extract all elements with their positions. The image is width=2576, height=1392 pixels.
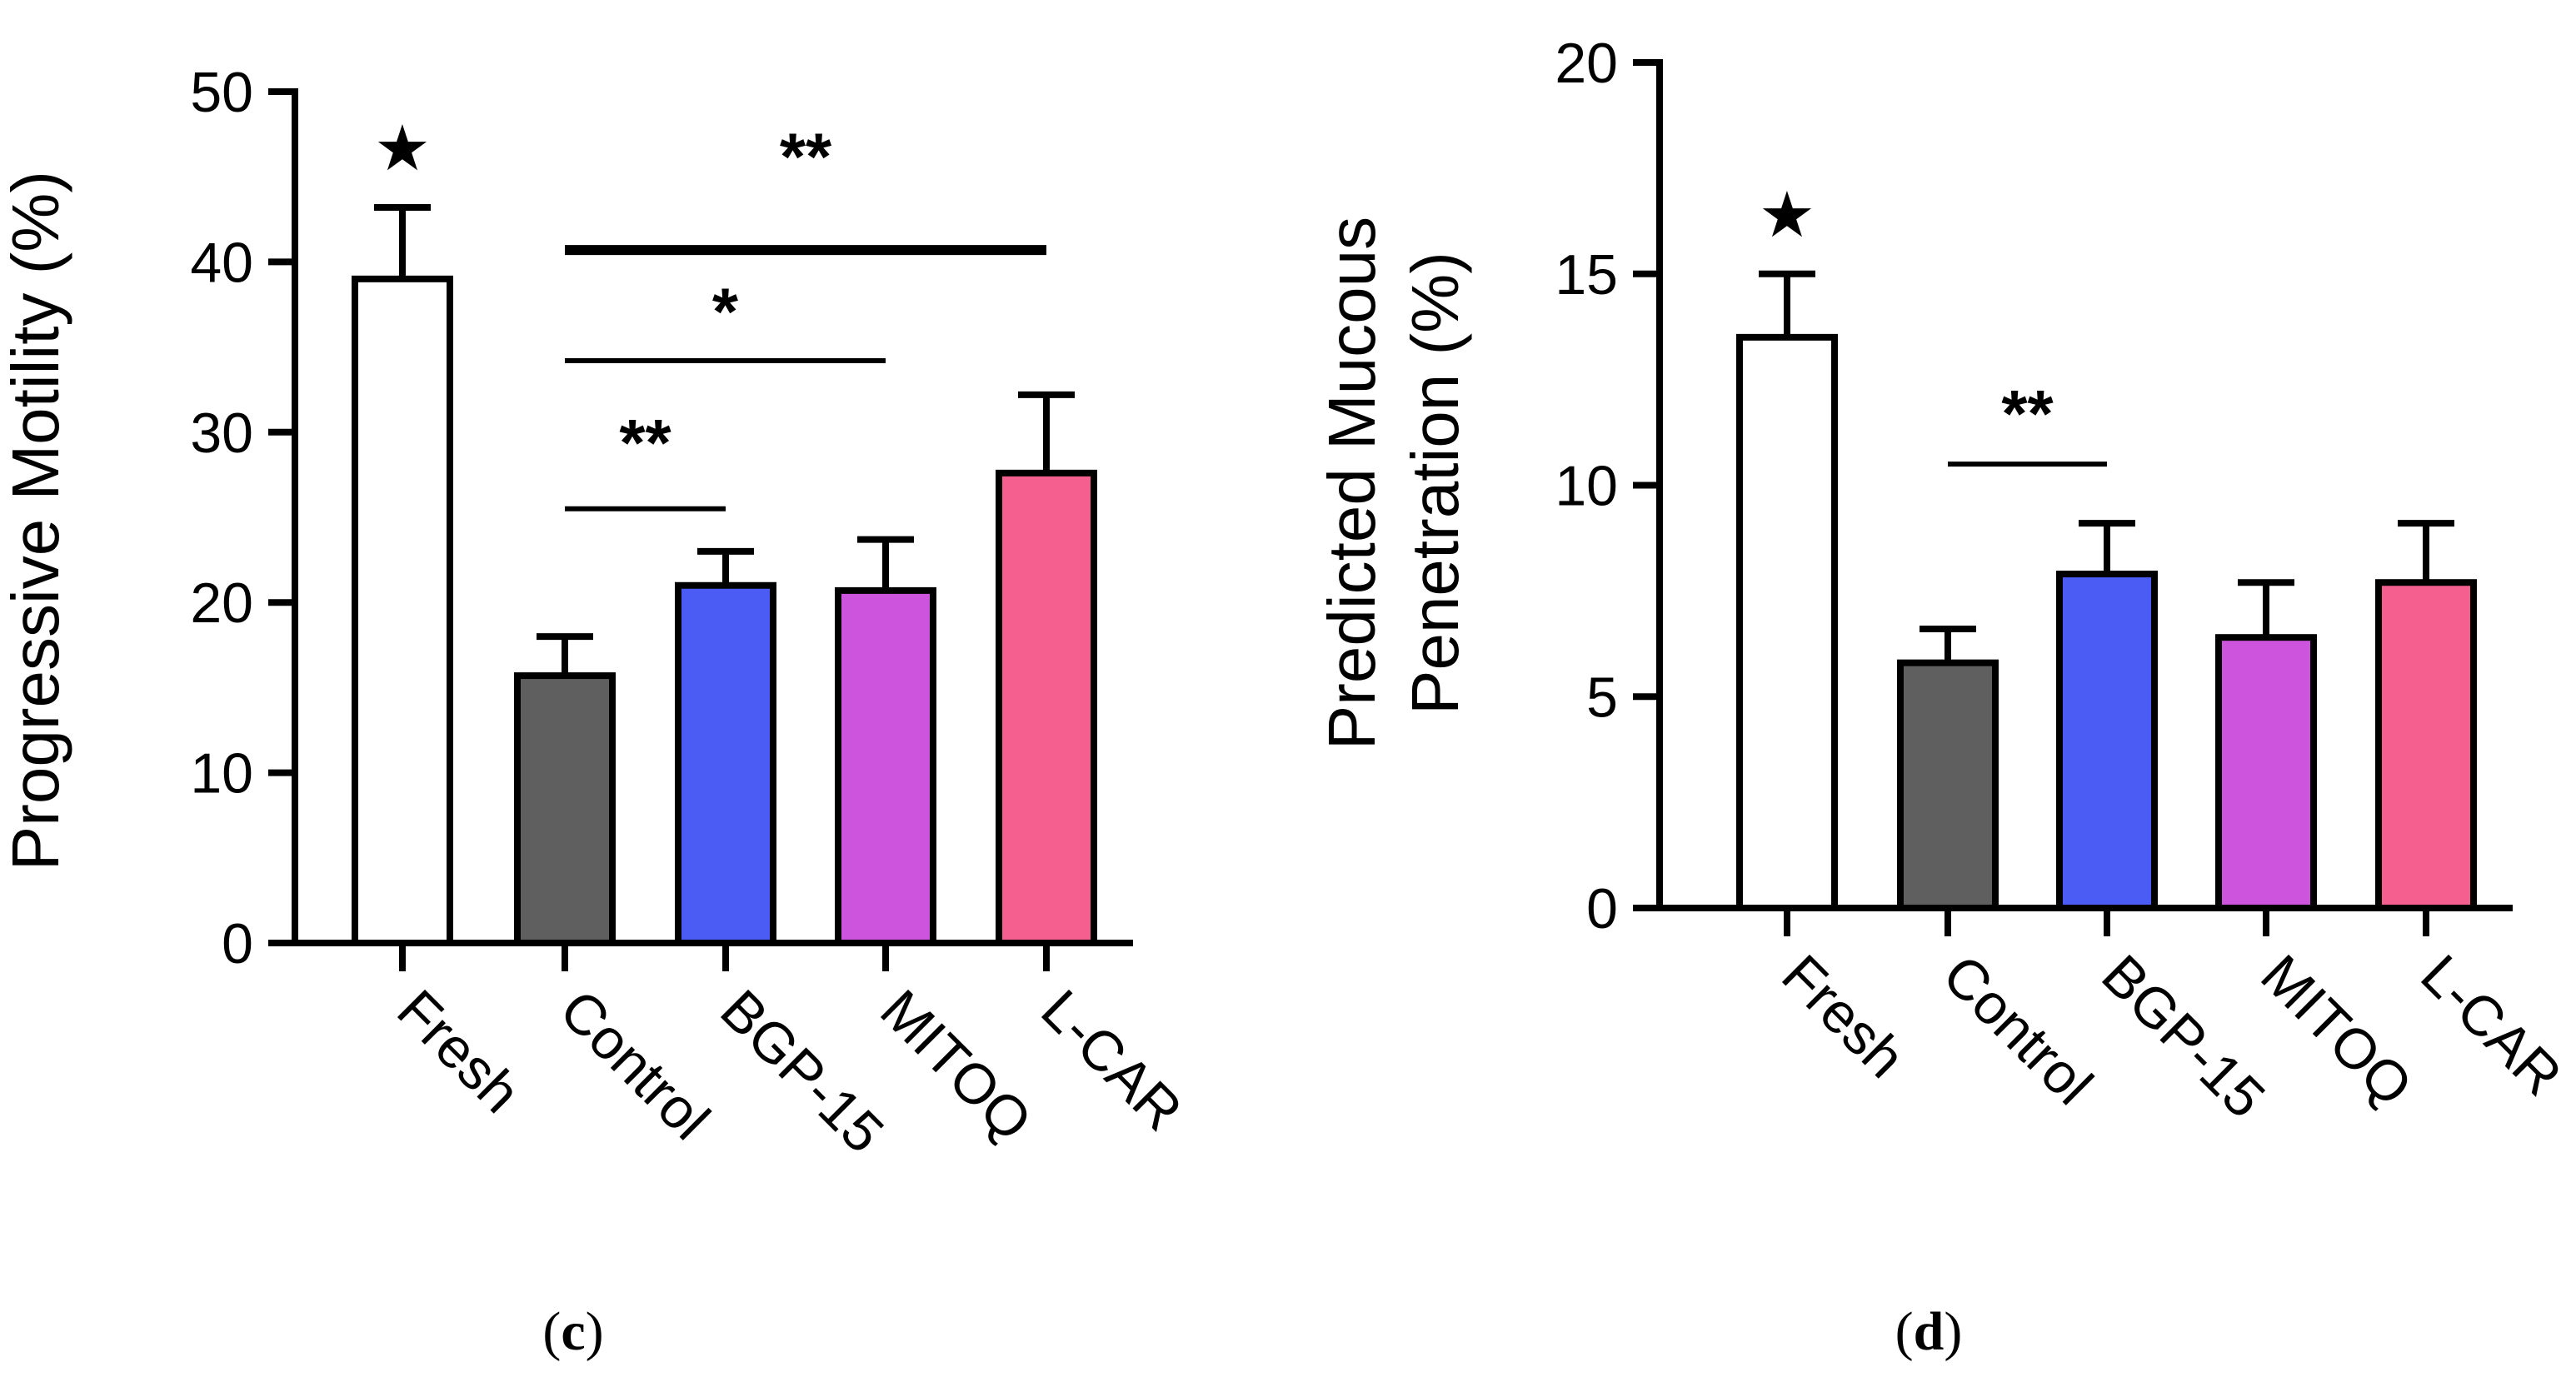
panel-d-y-tick-label: 10 [1555,455,1618,518]
panel-d-bar-control [1897,659,1999,912]
panel-c-significance-label: ** [619,406,671,480]
panel-d-label: (d) [1895,1301,1963,1362]
panel-c-y-tick-label: 10 [190,742,253,806]
panel-d-bar-mitoq [2215,634,2317,911]
panel-c-ylabel: Progressive Motility (%) [0,171,72,871]
panel-c-y-tick-label: 50 [190,61,253,124]
panel-d-y-tick-label: 0 [1586,877,1618,940]
panel-c-significance-label: * [712,275,739,349]
panel-d-bar-l-car [2375,579,2477,911]
panel-c-bar-l-car [996,469,1097,946]
panel-c-bar-bgp-15 [675,581,776,946]
panel-c-bar-fresh [352,275,453,946]
panel-d-y-tick-label: 15 [1555,243,1618,307]
panel-c-y-tick-label: 30 [190,402,253,465]
panel-d-y-tick-label: 20 [1555,32,1618,95]
panel-d-star-marker: ★ [1759,177,1815,252]
panel-c-bar-mitoq [835,586,936,947]
panel-c-y-tick-label: 20 [190,571,253,635]
panel-c-y-tick-label: 0 [222,912,253,975]
panel-c-significance-label: ** [780,120,832,194]
panel-d-ylabel-line2: Penetration (%) [1398,252,1472,715]
panel-d-bar-bgp-15 [2056,571,2158,911]
panel-d-ylabel-line1: Predicted Mucous [1315,217,1389,750]
panel-c-label: (c) [542,1301,603,1362]
panel-d-y-tick-label: 5 [1586,666,1618,729]
panel-c-bar-control [514,672,616,946]
panel-d-significance-label: ** [2001,377,2054,451]
panel-d-bar-fresh [1736,333,1838,911]
panel-c-y-tick-label: 40 [190,231,253,294]
panel-c-star-marker: ★ [374,111,431,185]
